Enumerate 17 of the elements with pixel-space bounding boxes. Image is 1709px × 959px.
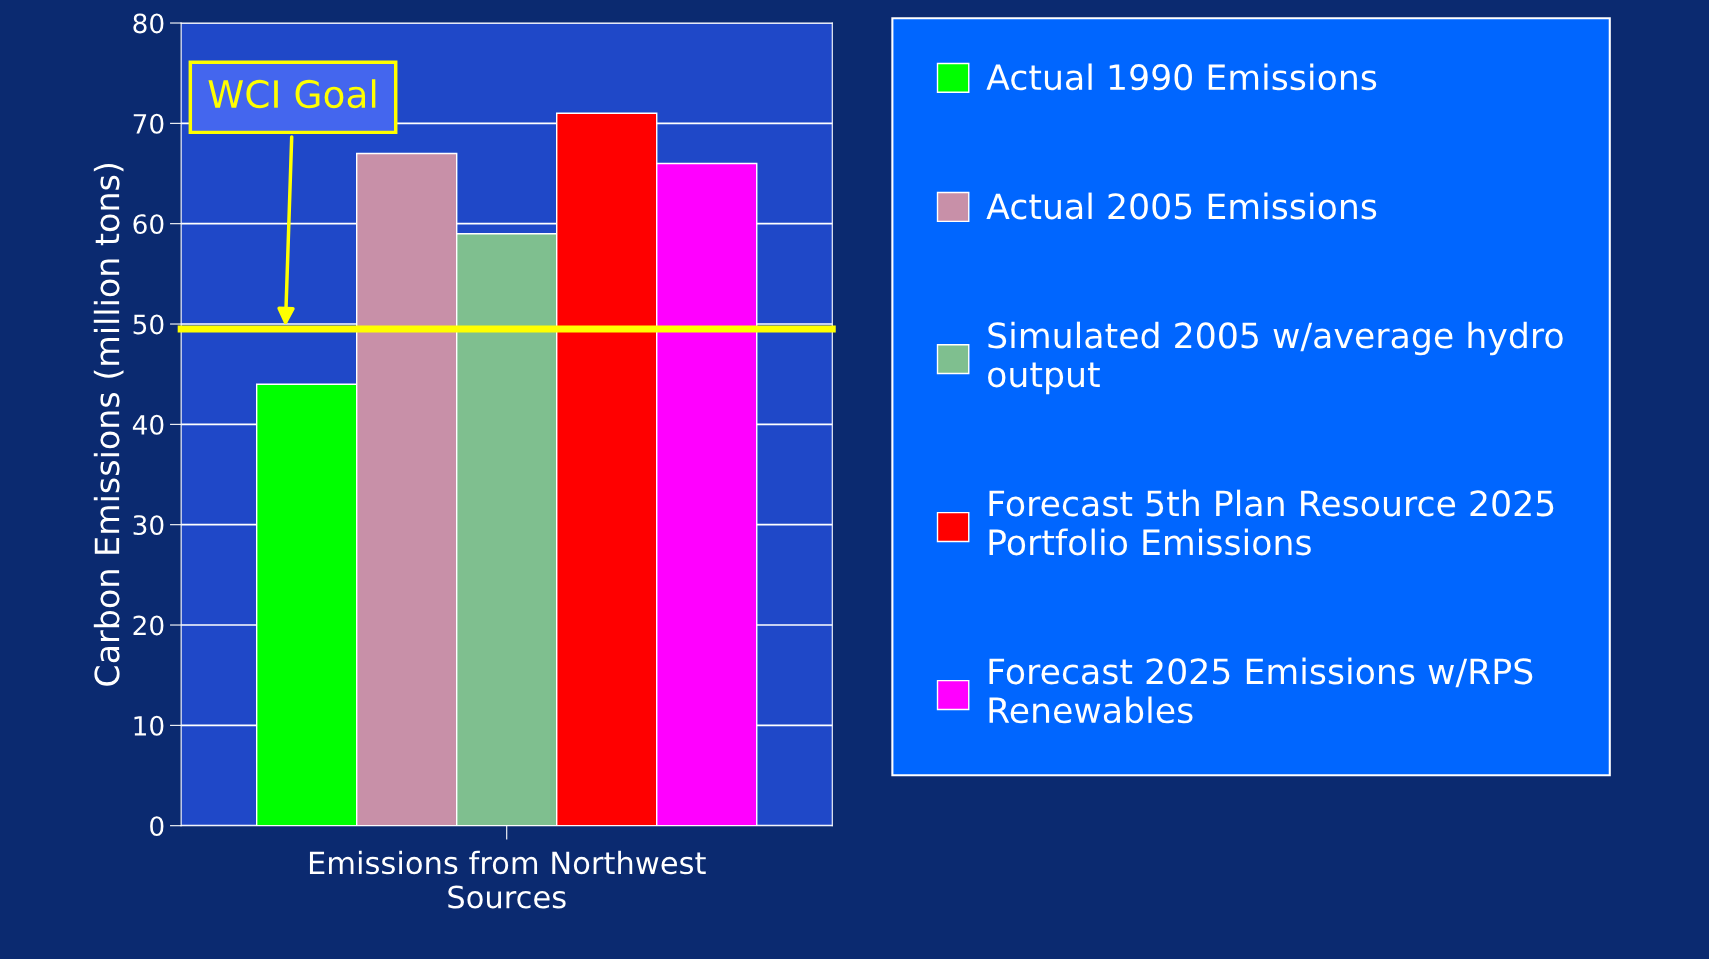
y-tick-label: 0 [150, 816, 164, 837]
legend-label: Forecast 5th Plan Resource 2025 Portfolio Emissions [989, 489, 1554, 556]
ref-line-label: WCI Goal [208, 79, 376, 109]
legend-label: Simulated 2005 w/average hydro output [988, 321, 1563, 395]
y-tick-label: 20 [133, 615, 164, 636]
x-tick-label: Emissions from Northwest Sources [309, 850, 706, 909]
legend-label: Forecast 2025 Emissions w/RPS Renewables [989, 657, 1533, 724]
legend-label: Actual 1990 Emissions [986, 63, 1377, 91]
y-tick-label: 60 [133, 214, 164, 235]
y-tick-label: 10 [134, 715, 164, 736]
legend-label: Actual 2005 Emissions [986, 192, 1377, 220]
y-tick-label: 30 [133, 515, 164, 536]
y-axis-title: Carbon Emissions (million tons) [93, 163, 124, 686]
y-tick-label: 40 [132, 414, 164, 435]
y-tick-label: 70 [133, 113, 164, 134]
y-tick-label: 50 [133, 314, 164, 335]
y-tick-label: 80 [133, 13, 164, 34]
